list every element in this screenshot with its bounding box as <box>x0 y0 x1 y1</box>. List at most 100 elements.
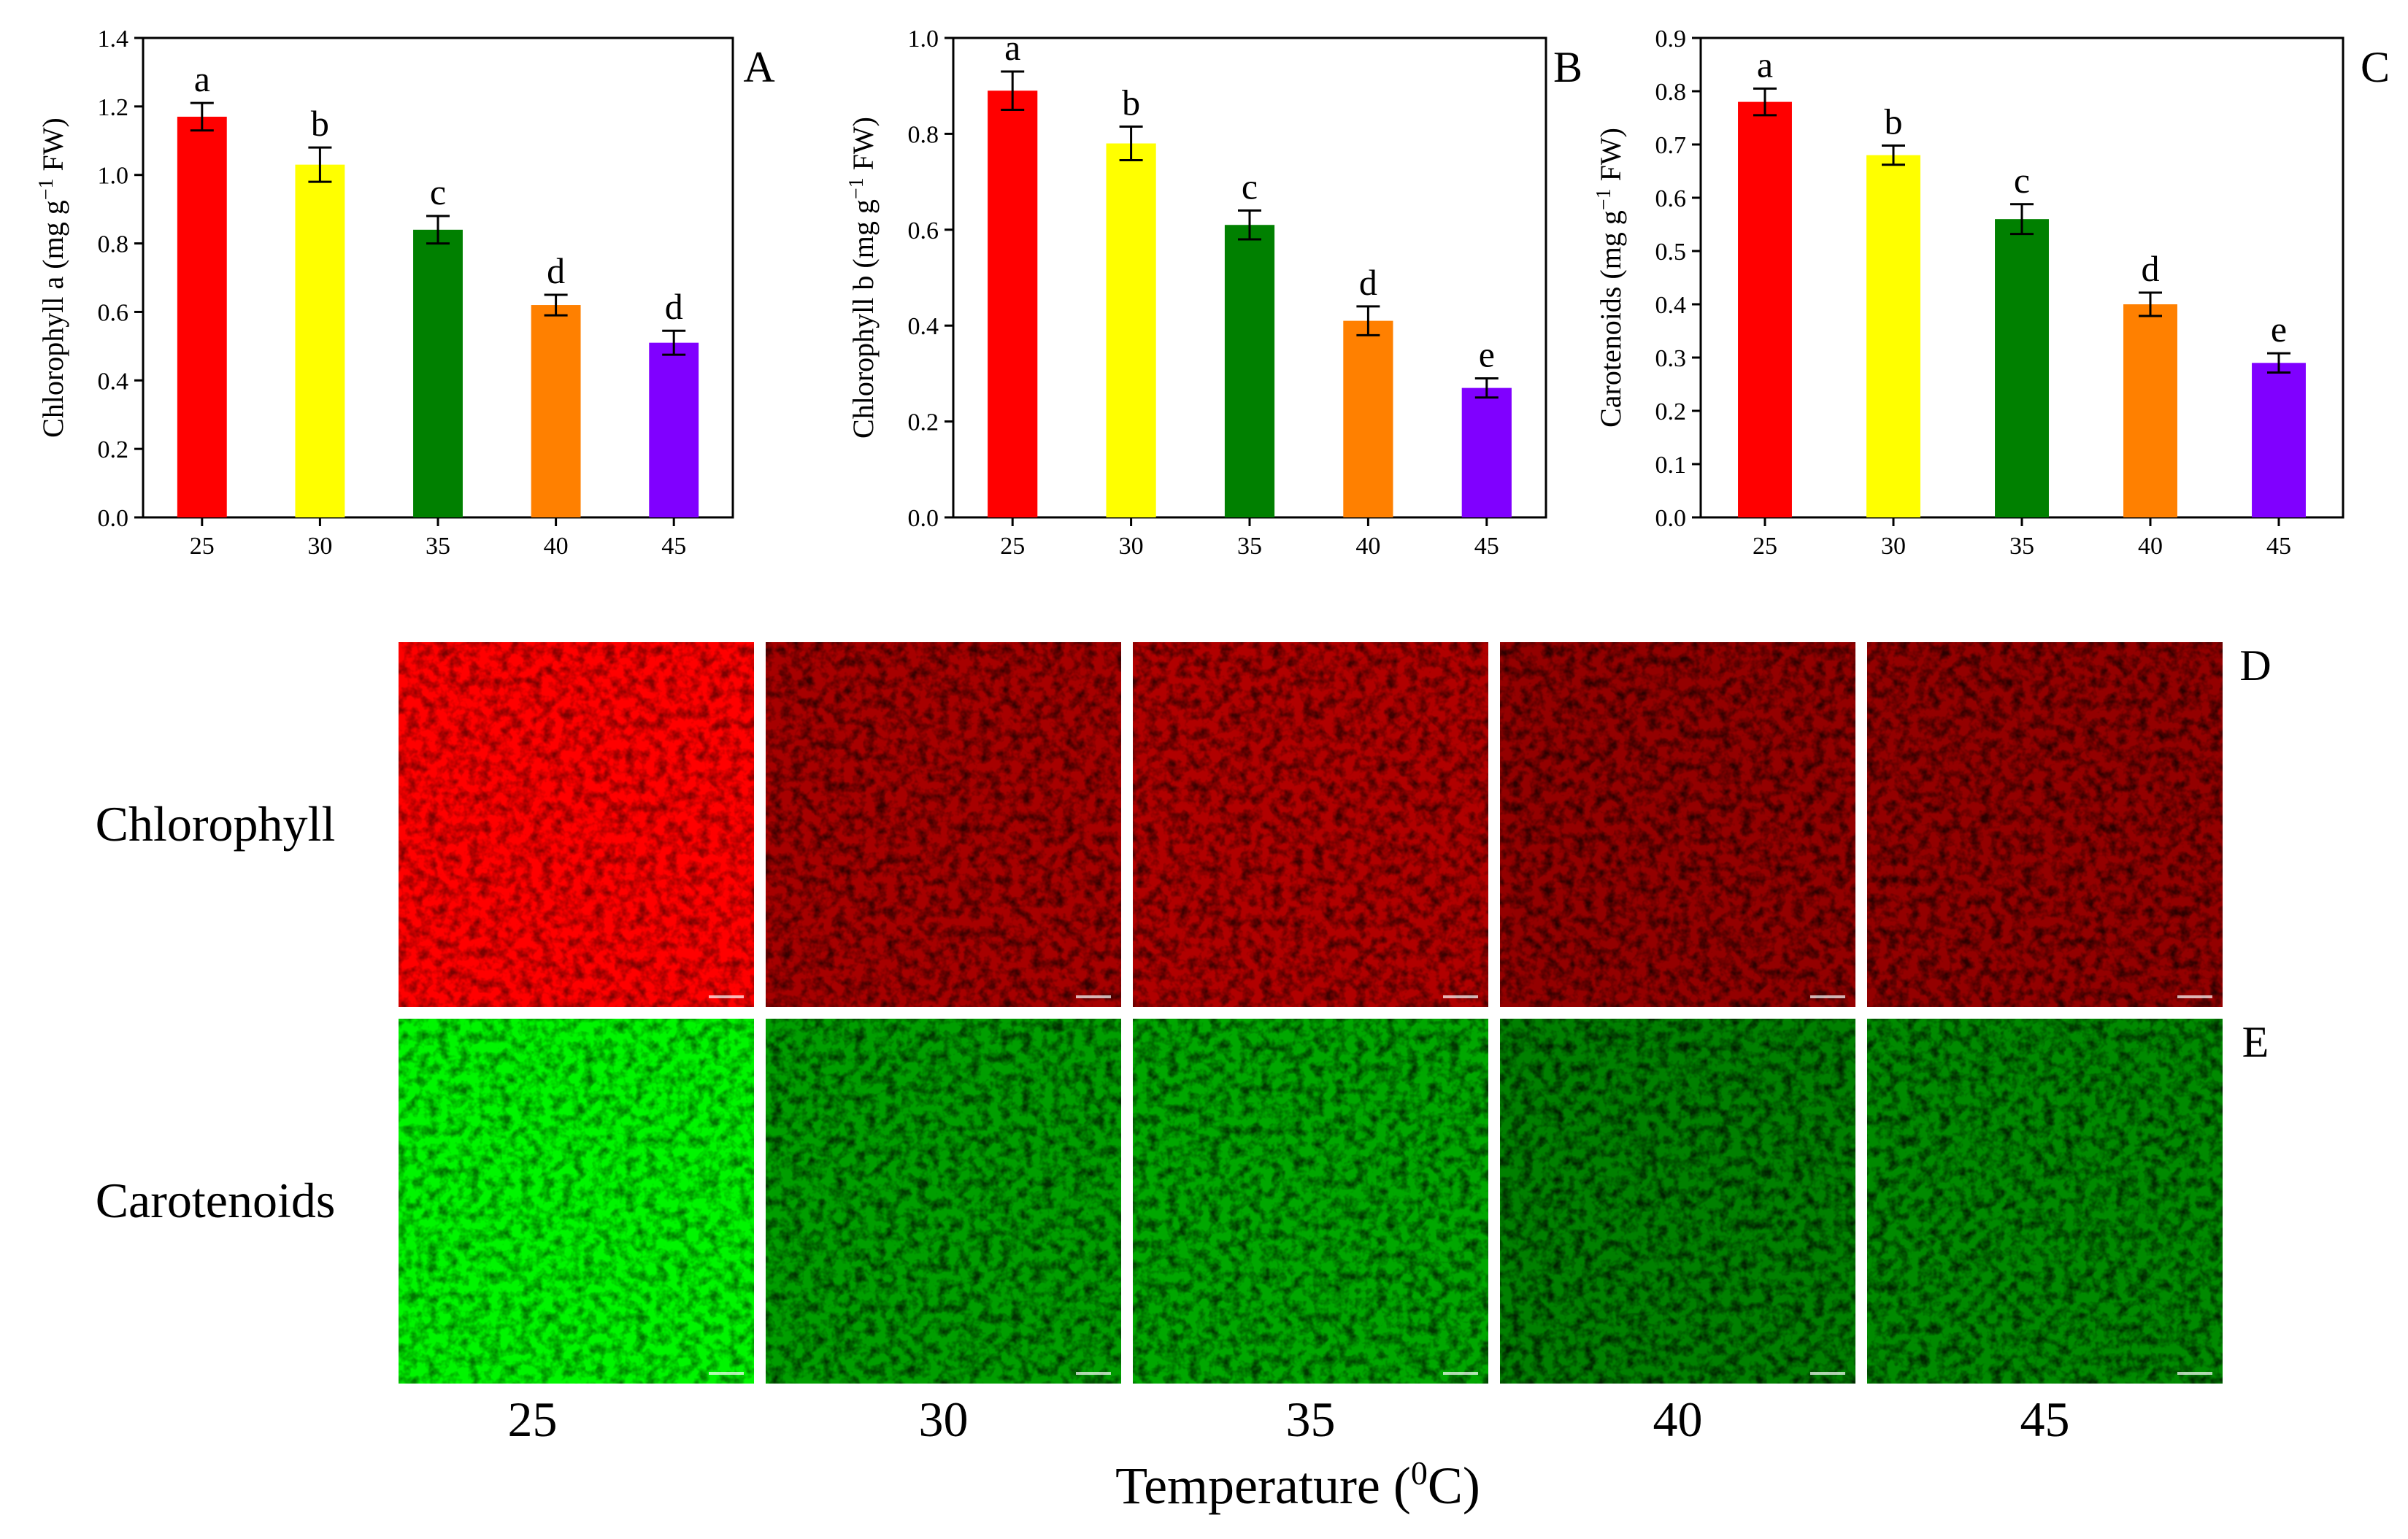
y-tick-label: 0.4 <box>98 368 129 395</box>
x-tick-label: 40 <box>2138 533 2163 560</box>
column-label: 35 <box>1286 1392 1336 1447</box>
y-tick-label: 0.0 <box>908 505 939 532</box>
chart-panel-b: 0.0 0.2 0.4 0.6 0.8 1.0 Chlorophyll b (mg g−1 … <box>845 26 1582 560</box>
bar-35 <box>1224 225 1275 517</box>
scale-bar <box>709 995 744 998</box>
micrograph-texture <box>1867 1019 2223 1384</box>
y-tick-label: 0.5 <box>1655 239 1687 266</box>
significance-letter: a <box>1004 27 1020 68</box>
y-tick-label: 1.0 <box>908 26 939 53</box>
bar-25 <box>1738 101 1792 518</box>
bar-35 <box>1995 219 2049 517</box>
scale-bar <box>1076 1372 1111 1375</box>
micrograph-texture <box>766 1019 1121 1384</box>
panel-letter: B <box>1553 43 1582 91</box>
micrograph-texture <box>1133 1019 1488 1384</box>
x-tick-label: 40 <box>1355 533 1380 560</box>
scale-bar <box>2177 1372 2212 1375</box>
y-tick-label: 0.8 <box>98 231 129 258</box>
significance-letter: c <box>1242 166 1258 207</box>
micrograph-texture <box>399 642 754 1007</box>
significance-letter: c <box>2014 160 2030 201</box>
y-axis-label: Chlorophyll a (mg g−1 FW) <box>35 117 69 438</box>
y-tick-label: 0.4 <box>908 313 939 340</box>
micrograph-texture <box>1500 642 1855 1007</box>
y-axis-label: Carotenoids (mg g−1 FW) <box>1593 128 1627 428</box>
significance-letter: b <box>1885 101 1903 142</box>
column-label: 30 <box>919 1392 969 1447</box>
significance-letter: d <box>547 250 565 291</box>
scale-bar <box>709 1372 744 1375</box>
bar-45 <box>649 342 699 517</box>
bar-40 <box>531 305 581 517</box>
x-tick-label: 40 <box>544 533 569 560</box>
y-tick-label: 0.8 <box>908 121 939 148</box>
y-tick-label: 0.6 <box>908 217 939 244</box>
micrograph-grid: Chlorophyll D Carotenoids E 25 30 35 40 45 Temper… <box>96 641 2272 1515</box>
micrograph-red-40 <box>1500 642 1855 1007</box>
bar-40 <box>2123 304 2177 517</box>
column-label: 25 <box>508 1392 558 1447</box>
bar-25 <box>177 116 227 517</box>
bar-30 <box>1106 143 1156 518</box>
significance-letter: d <box>2142 248 2160 289</box>
chart-panel-c: 0.0 0.1 0.2 0.3 0.4 0.5 0.6 0.7 0.8 0.9 Carotenoid… <box>1593 26 2390 560</box>
x-tick-label: 45 <box>1474 533 1499 560</box>
micrograph-green-35 <box>1133 1019 1488 1384</box>
panel-letter: E <box>2242 1018 2269 1066</box>
y-tick-label: 1.4 <box>98 26 129 53</box>
micrograph-red-25 <box>399 642 754 1007</box>
micrograph-texture <box>766 642 1121 1007</box>
bar-35 <box>413 229 463 517</box>
x-tick-label: 45 <box>2266 533 2291 560</box>
y-tick-label: 0.6 <box>98 299 129 326</box>
micrograph-texture <box>399 1019 754 1384</box>
x-tick-label: 30 <box>1881 533 1906 560</box>
significance-letter: a <box>194 58 210 99</box>
micrograph-green-30 <box>766 1019 1121 1384</box>
significance-letter: e <box>1479 333 1495 374</box>
row-label: Carotenoids <box>96 1173 336 1228</box>
significance-letter: b <box>311 103 329 144</box>
y-tick-label: 0.8 <box>1655 79 1687 106</box>
column-label: 40 <box>1653 1392 1703 1447</box>
x-tick-label: 35 <box>1237 533 1262 560</box>
micrograph-red-45 <box>1867 642 2223 1007</box>
micrograph-texture <box>1500 1019 1855 1384</box>
scale-bar <box>1443 1372 1478 1375</box>
scale-bar <box>2177 995 2212 998</box>
significance-letter: d <box>1359 262 1377 303</box>
bar-30 <box>1866 155 1920 517</box>
y-tick-label: 0.2 <box>1655 398 1687 425</box>
significance-letter: c <box>430 171 446 212</box>
micrograph-texture <box>1133 642 1488 1007</box>
y-tick-label: 0.0 <box>98 505 129 532</box>
scale-bar <box>1810 1372 1845 1375</box>
significance-letter: a <box>1757 44 1773 85</box>
y-tick-label: 0.1 <box>1655 452 1687 479</box>
y-tick-label: 0.6 <box>1655 185 1687 212</box>
bar-40 <box>1343 320 1393 517</box>
y-tick-label: 0.0 <box>1655 505 1687 532</box>
chart-panel-a: 0.0 0.2 0.4 0.6 0.8 1.0 1.2 1.4 Chlorophyll a (m… <box>35 26 775 560</box>
scale-bar <box>1810 995 1845 998</box>
significance-letter: b <box>1122 82 1140 123</box>
micrograph-red-35 <box>1133 642 1488 1007</box>
bar-30 <box>295 164 345 517</box>
column-label: 45 <box>2020 1392 2070 1447</box>
bar-25 <box>988 90 1038 517</box>
bar-45 <box>1461 387 1512 517</box>
x-tick-label: 35 <box>426 533 450 560</box>
bar-45 <box>2252 363 2306 517</box>
y-tick-label: 0.2 <box>908 409 939 436</box>
y-tick-label: 0.2 <box>98 436 129 463</box>
micrograph-texture <box>1867 642 2223 1007</box>
x-tick-label: 30 <box>307 533 332 560</box>
panel-letter: D <box>2239 641 2271 690</box>
y-axis-label: Chlorophyll b (mg g−1 FW) <box>845 117 880 439</box>
y-tick-label: 1.2 <box>98 94 129 121</box>
micrograph-green-45 <box>1867 1019 2223 1384</box>
y-tick-label: 1.0 <box>98 163 129 190</box>
y-tick-label: 0.7 <box>1655 132 1687 159</box>
